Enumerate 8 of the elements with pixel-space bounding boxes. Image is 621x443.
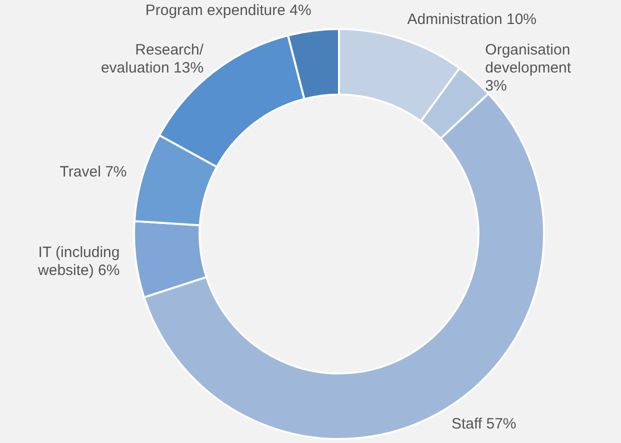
slice-label: IT (including website) 6% (37, 244, 120, 279)
slice-label: Program expenditure 4% (145, 2, 312, 19)
data-label: 3% (485, 77, 507, 94)
slice-label: Travel 7% (60, 163, 127, 180)
slice-label: Organisation development (485, 41, 572, 76)
slice-label: Staff 57% (452, 415, 516, 432)
slice-label: Administration 10% (407, 10, 537, 28)
slice-label: Research/ evaluation 13% (100, 42, 204, 77)
